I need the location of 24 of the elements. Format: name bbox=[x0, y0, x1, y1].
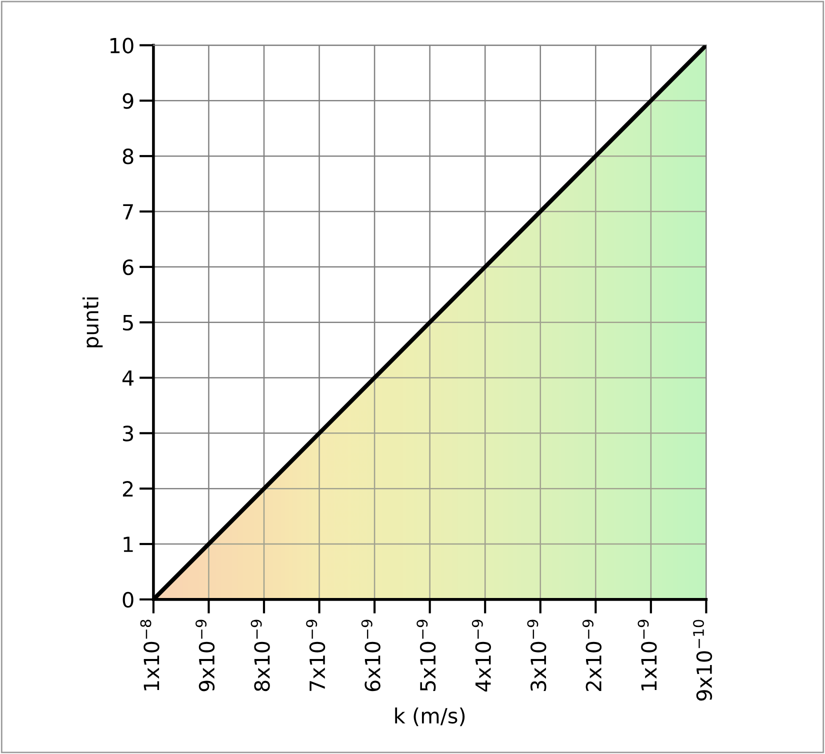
x-tick-label: 4x10$^{−9}$ bbox=[472, 620, 491, 692]
y-tick-label: 2 bbox=[122, 481, 133, 497]
x-tick-label: 6x10$^{−9}$ bbox=[361, 620, 380, 692]
y-tick-label: 4 bbox=[122, 370, 134, 386]
y-tick-label: 3 bbox=[123, 426, 134, 442]
y-tick-label: 8 bbox=[122, 148, 134, 164]
y-tick-label: 6 bbox=[122, 259, 134, 276]
x-tick-label: 2x10$^{−9}$ bbox=[582, 620, 602, 692]
y-tick-label: 5 bbox=[123, 315, 133, 331]
y-tick-label: 9 bbox=[122, 93, 134, 109]
y-tick-label: 7 bbox=[123, 204, 133, 220]
x-tick-label: 8x10$^{−9}$ bbox=[250, 620, 270, 692]
x-tick-label: 3x10$^{−9}$ bbox=[527, 620, 546, 691]
x-tick-label: 1x10$^{−8}$ bbox=[140, 620, 160, 690]
y-tick-label: 10 bbox=[110, 38, 134, 54]
x-tick-label: 7x10$^{−9}$ bbox=[306, 620, 326, 691]
x-tick-label: 9x10$^{−9}$ bbox=[196, 620, 215, 692]
x-tick-label: 5x10$^{−9}$ bbox=[416, 620, 436, 691]
y-tick-label: 0 bbox=[122, 592, 134, 608]
x-tick-label: 1x10$^{−9}$ bbox=[638, 620, 657, 690]
x-tick-label: 9x10$^{−10}$ bbox=[692, 620, 712, 701]
x-axis-title: k (m/s) bbox=[395, 707, 465, 726]
y-tick-label: 1 bbox=[124, 536, 133, 552]
y-axis-title: punti bbox=[82, 297, 103, 348]
